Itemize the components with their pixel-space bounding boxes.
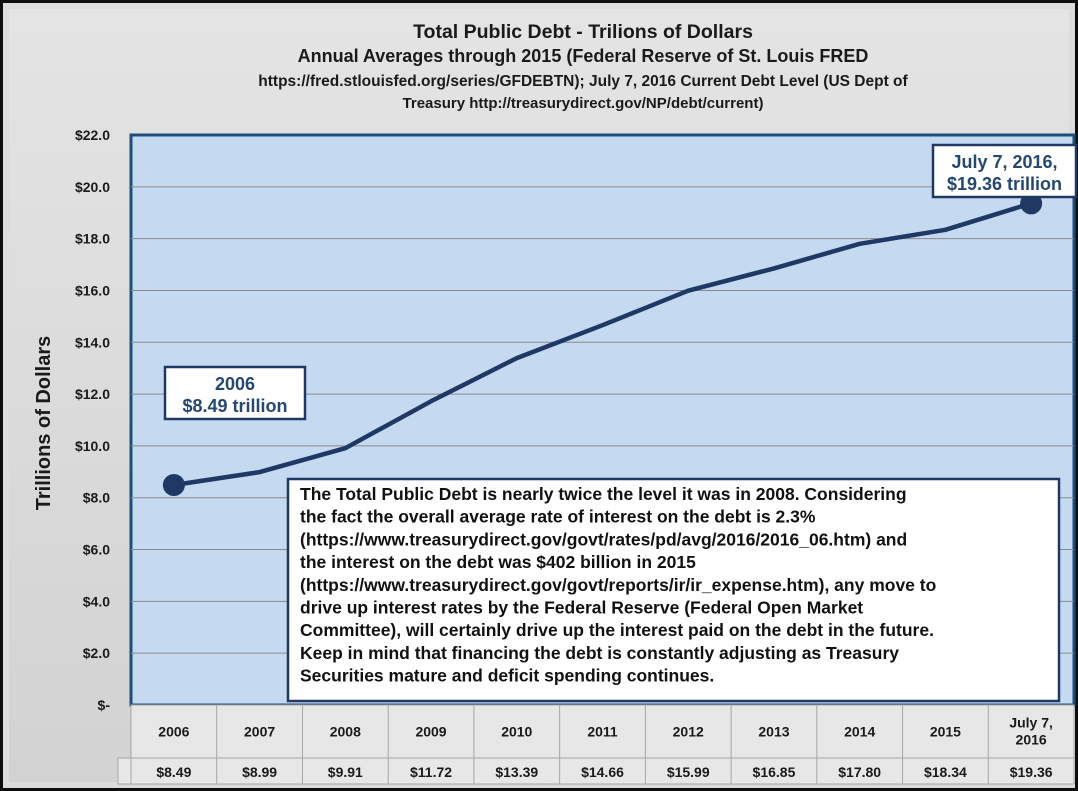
y-tick-label: $- [98, 697, 111, 713]
callout-2016-line: $19.36 trillion [947, 174, 1062, 194]
note-text-line: (https://www.treasurydirect.gov/govt/rat… [300, 529, 907, 549]
table-value-label: $17.80 [838, 764, 881, 780]
callout-2016-text: July 7, 2016, $19.36 trillion [947, 152, 1062, 194]
note-text-line: (https://www.treasurydirect.gov/govt/rep… [300, 575, 936, 595]
y-tick-label: $18.0 [75, 231, 110, 247]
data-point-marker [162, 474, 185, 497]
note-box: The Total Public Debt is nearly twice th… [286, 477, 1061, 703]
x-category-label: 2013 [758, 724, 789, 740]
note-text-line: Keep in mind that financing the debt is … [300, 643, 899, 663]
table-value-label: $13.39 [495, 764, 538, 780]
category-row [130, 704, 1075, 759]
chart-title: Total Public Debt - Trilions of Dollars … [258, 21, 908, 112]
data-table: 2006 $8.49 2007 $8.99 2008 $9.91 2009 $11.72 201… [117, 704, 1075, 785]
callout-2006-box [163, 365, 307, 421]
table-value-label: $18.34 [924, 764, 967, 780]
table-value-label: $11.72 [410, 764, 452, 780]
table-value-label: $8.99 [242, 764, 277, 780]
callout-2016-line: July 7, 2016, [951, 152, 1057, 172]
callout-2016-box [931, 143, 1078, 199]
chart-title-line-1: Total Public Debt - Trilions of Dollars [413, 21, 753, 43]
x-category-label: 2012 [673, 724, 704, 740]
callout-2006-line: 2006 [215, 374, 255, 394]
x-category-label: 2008 [330, 724, 361, 740]
y-tick-label: $2.0 [83, 645, 110, 661]
x-category-label: 2011 [587, 724, 618, 740]
x-category-label: 2007 [244, 724, 275, 740]
note-text-line: The Total Public Debt is nearly twice th… [300, 484, 907, 504]
y-tick-label: $6.0 [83, 542, 110, 558]
callout-2006-text: 2006 $8.49 trillion [182, 374, 287, 416]
x-category-label: July 7, 2016 [1009, 715, 1053, 748]
y-tick-label: $10.0 [75, 438, 110, 454]
note-text-line: drive up interest rates by the Federal R… [300, 598, 863, 618]
note-box-frame [286, 477, 1061, 703]
y-axis-label: Trillions of Dollars [33, 336, 55, 510]
chart-title-line-2: Annual Averages through 2015 (Federal Re… [298, 46, 869, 66]
table-value-label: $16.85 [753, 764, 796, 780]
callout-2006-line: $8.49 trillion [182, 396, 287, 416]
table-value-label: $8.49 [156, 764, 191, 780]
chart-title-line-3: https://fred.stlouisfed.org/series/GFDEB… [258, 73, 908, 90]
y-tick-label: $20.0 [75, 179, 110, 195]
x-category-label: 2015 [930, 724, 961, 740]
y-tick-label: $4.0 [83, 593, 110, 609]
table-value-label: $9.91 [328, 764, 363, 780]
x-category-label-line: 2016 [1016, 732, 1047, 748]
y-tick-label: $8.0 [83, 490, 110, 506]
x-category-label-line: July 7, [1009, 715, 1053, 731]
table-value-label: $15.99 [667, 764, 710, 780]
x-category-label: 2006 [158, 724, 189, 740]
y-axis-ticks: $- $2.0 $4.0 $6.0 $8.0 $10.0 $12.0 $14.0 $16.0 $1… [75, 127, 110, 713]
note-text-line: the fact the overall average rate of int… [300, 507, 816, 527]
note-text-line: Committee), will certainly drive up the … [300, 620, 934, 640]
x-category-label: 2014 [844, 724, 875, 740]
note-text-line: the interest on the debt was $402 billio… [300, 552, 696, 572]
y-tick-label: $14.0 [75, 334, 110, 350]
y-tick-label: $12.0 [75, 386, 110, 402]
annotations: 2006 $8.49 trillion July 7, 2016, $19.36 tr… [163, 143, 1078, 421]
table-value-label: $19.36 [1010, 764, 1053, 780]
x-category-label: 2009 [415, 724, 446, 740]
debt-line [173, 201, 1032, 488]
x-category-label: 2010 [501, 724, 532, 740]
y-tick-label: $16.0 [75, 282, 110, 298]
y-tick-label: $22.0 [75, 127, 110, 143]
note-text-line: Securities mature and deficit spending c… [300, 666, 714, 686]
chart-title-line-4: Treasury http://treasurydirect.gov/NP/de… [403, 95, 764, 112]
table-value-label: $14.66 [581, 764, 624, 780]
value-row [117, 757, 1075, 785]
